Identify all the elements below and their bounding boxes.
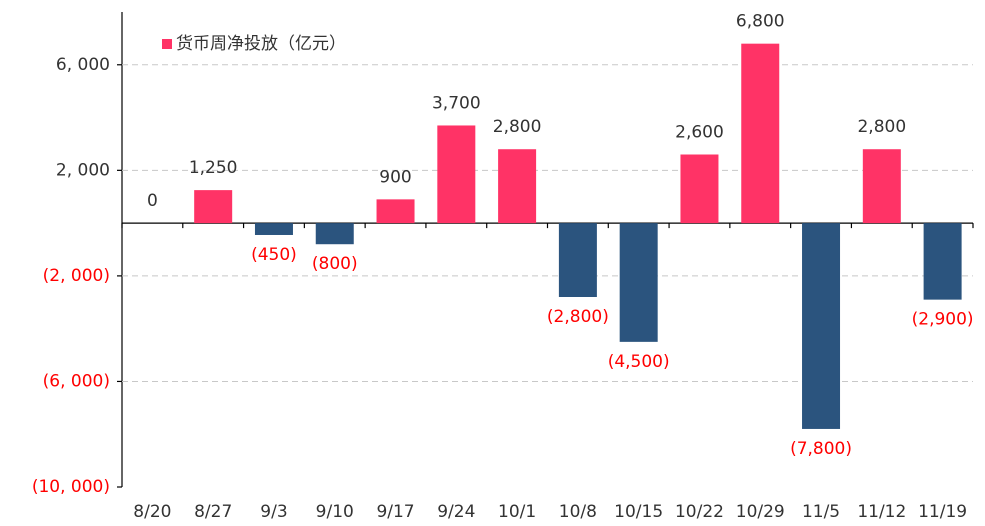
bar bbox=[802, 223, 841, 429]
y-tick-label: (2, 000) bbox=[43, 266, 110, 286]
y-tick-label: (10, 000) bbox=[32, 477, 110, 497]
x-tick-label: 10/29 bbox=[736, 502, 785, 522]
y-tick-label: (6, 000) bbox=[43, 371, 110, 391]
y-tick-label: 6, 000 bbox=[56, 55, 110, 75]
data-label: 2,800 bbox=[857, 117, 906, 137]
bar bbox=[194, 190, 233, 224]
x-tick-label: 10/1 bbox=[498, 502, 536, 522]
x-tick-label: 11/19 bbox=[918, 502, 967, 522]
data-label: (7,800) bbox=[790, 439, 852, 459]
data-label: (4,500) bbox=[608, 352, 670, 372]
data-label: 3,700 bbox=[432, 93, 481, 113]
data-label: (450) bbox=[251, 245, 297, 265]
data-label: (2,900) bbox=[912, 310, 974, 330]
data-label: 6,800 bbox=[736, 12, 785, 32]
data-label: 0 bbox=[147, 191, 158, 211]
x-tick-label: 8/27 bbox=[194, 502, 232, 522]
x-tick-label: 8/20 bbox=[133, 502, 171, 522]
x-tick-label: 9/24 bbox=[437, 502, 475, 522]
bar bbox=[558, 223, 597, 297]
bar bbox=[862, 149, 901, 224]
x-tick-label: 9/10 bbox=[316, 502, 354, 522]
bar bbox=[376, 199, 415, 224]
x-tick-label: 9/17 bbox=[376, 502, 414, 522]
bar bbox=[437, 125, 476, 224]
data-label: 900 bbox=[379, 167, 411, 187]
data-label: 2,600 bbox=[675, 123, 724, 143]
bar bbox=[254, 223, 293, 235]
x-tick-label: 10/15 bbox=[614, 502, 663, 522]
data-label: (2,800) bbox=[547, 307, 609, 327]
x-tick-label: 11/12 bbox=[857, 502, 906, 522]
data-label: 1,250 bbox=[189, 158, 238, 178]
x-tick-label: 10/8 bbox=[559, 502, 597, 522]
x-tick-label: 10/22 bbox=[675, 502, 724, 522]
legend-swatch bbox=[162, 39, 172, 49]
bar bbox=[923, 223, 962, 300]
bar bbox=[498, 149, 537, 224]
data-label: (800) bbox=[312, 254, 358, 274]
data-label: 2,800 bbox=[493, 117, 542, 137]
legend-label: 货币周净投放（亿元） bbox=[176, 34, 346, 54]
bar bbox=[315, 223, 354, 245]
y-tick-label: 2, 000 bbox=[56, 160, 110, 180]
bar bbox=[741, 43, 780, 224]
x-tick-label: 11/5 bbox=[802, 502, 840, 522]
x-tick-label: 9/3 bbox=[260, 502, 287, 522]
bar bbox=[680, 154, 719, 224]
bar bbox=[619, 223, 658, 342]
